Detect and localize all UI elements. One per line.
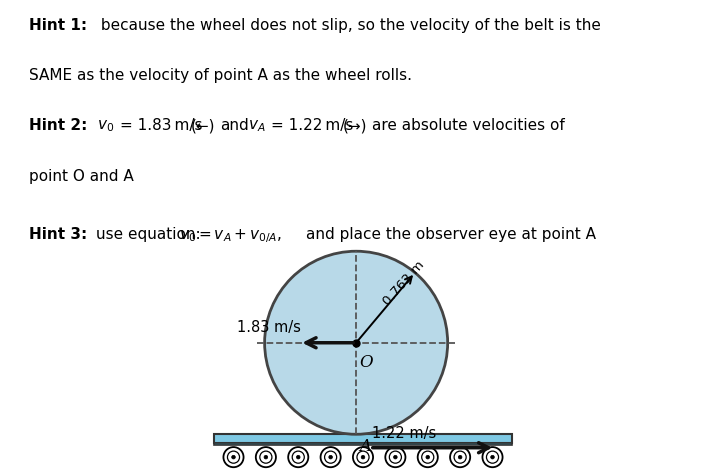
- Text: and: and: [220, 118, 249, 133]
- Circle shape: [288, 447, 309, 467]
- Text: point O and A: point O and A: [29, 169, 134, 184]
- Circle shape: [256, 447, 276, 467]
- Circle shape: [483, 447, 502, 467]
- Circle shape: [362, 456, 364, 459]
- Text: 0.762 m: 0.762 m: [380, 258, 427, 308]
- Circle shape: [417, 447, 438, 467]
- Circle shape: [386, 447, 405, 467]
- Circle shape: [450, 447, 470, 467]
- Text: $v_A$: $v_A$: [248, 118, 265, 134]
- Circle shape: [393, 456, 397, 459]
- Circle shape: [426, 456, 430, 459]
- Text: are absolute velocities of: are absolute velocities of: [372, 118, 564, 133]
- Text: = 1.83 m/s: = 1.83 m/s: [120, 118, 203, 133]
- Text: 1.83 m/s: 1.83 m/s: [237, 321, 301, 335]
- Text: SAME as the velocity of point A as the wheel rolls.: SAME as the velocity of point A as the w…: [29, 68, 412, 83]
- Circle shape: [329, 456, 333, 459]
- Circle shape: [296, 456, 300, 459]
- Text: (→): (→): [343, 118, 367, 133]
- Text: because the wheel does not slip, so the velocity of the belt is the: because the wheel does not slip, so the …: [96, 18, 600, 33]
- Circle shape: [321, 447, 340, 467]
- Circle shape: [224, 447, 243, 467]
- Circle shape: [264, 456, 268, 459]
- Bar: [214, 443, 512, 445]
- Circle shape: [264, 251, 448, 434]
- Text: Hint 3:: Hint 3:: [29, 227, 87, 242]
- Circle shape: [353, 447, 373, 467]
- Text: A: A: [359, 438, 371, 455]
- Bar: [214, 434, 512, 443]
- Circle shape: [458, 456, 462, 459]
- Text: O: O: [359, 354, 372, 370]
- Text: Hint 1:: Hint 1:: [29, 18, 87, 33]
- Text: $v_0 = v_A + v_{0/A},$: $v_0 = v_A + v_{0/A},$: [179, 227, 282, 245]
- Text: and place the observer eye at point A: and place the observer eye at point A: [306, 227, 596, 242]
- Circle shape: [232, 456, 235, 459]
- Text: = 1.22 m/s: = 1.22 m/s: [271, 118, 353, 133]
- Text: $v_0$: $v_0$: [97, 118, 114, 134]
- Text: (←): (←): [191, 118, 216, 133]
- Text: 1.22 m/s: 1.22 m/s: [372, 427, 436, 441]
- Circle shape: [491, 456, 494, 459]
- Text: Hint 2:: Hint 2:: [29, 118, 87, 133]
- Text: use equation:: use equation:: [96, 227, 205, 242]
